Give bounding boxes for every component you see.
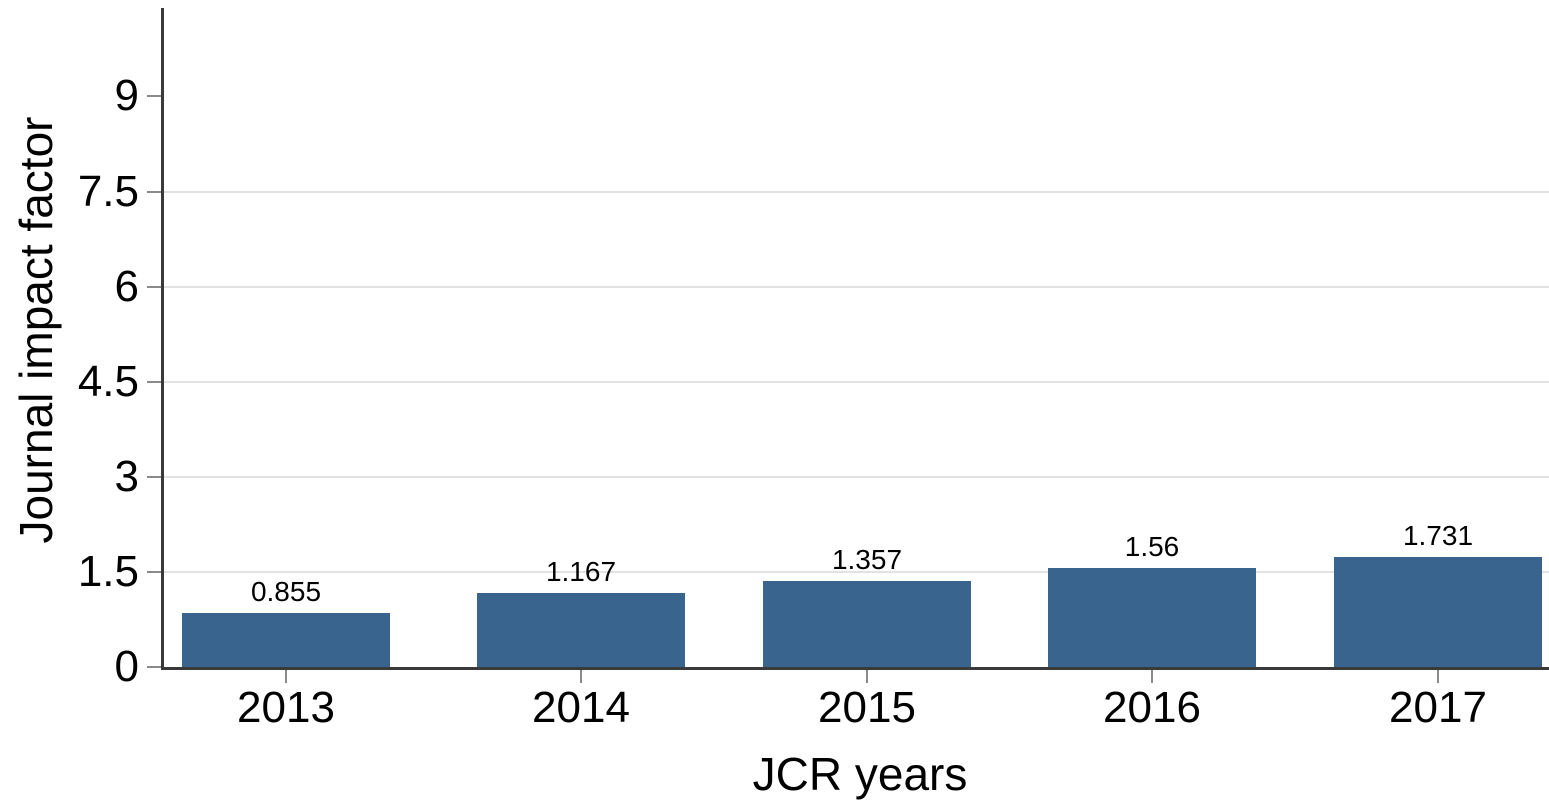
y-tick-mark (147, 380, 161, 383)
gridline (164, 380, 1549, 383)
y-tick-mark (147, 570, 161, 573)
bar-value-label: 0.855 (250, 576, 322, 607)
y-tick-mark (147, 190, 161, 193)
x-tick-label: 2017 (1389, 683, 1487, 732)
gridline (164, 285, 1549, 288)
y-tick-label: 0 (114, 642, 139, 691)
x-tick-mark (866, 670, 868, 683)
x-tick-label: 2015 (818, 683, 916, 732)
y-tick-label: 7.5 (77, 166, 139, 216)
bar (477, 593, 685, 667)
bar-value-label: 1.731 (1402, 520, 1474, 551)
y-tick-label: 9 (114, 71, 139, 121)
y-axis-line (161, 8, 164, 670)
x-axis-title: JCR years (752, 748, 968, 800)
bar-value-label: 1.56 (1124, 531, 1180, 562)
y-tick-mark (147, 475, 161, 478)
bar-value-label: 1.357 (831, 544, 903, 575)
bar (1048, 568, 1256, 667)
x-tick-label: 2013 (237, 683, 335, 732)
x-tick-label: 2014 (532, 683, 630, 732)
y-tick-mark (147, 285, 161, 288)
x-tick-mark (1151, 670, 1153, 683)
bar-value-label: 1.167 (545, 556, 617, 587)
x-tick-mark (1437, 670, 1439, 683)
y-tick-mark (147, 95, 161, 98)
x-axis-line (161, 667, 1549, 670)
y-tick-label: 6 (114, 261, 139, 311)
gridline (164, 570, 1549, 573)
y-tick-mark (147, 666, 161, 668)
y-tick-label: 4.5 (77, 356, 139, 406)
bar (1334, 557, 1542, 667)
x-tick-mark (285, 670, 287, 683)
x-tick-mark (580, 670, 582, 683)
y-tick-label: 3 (114, 451, 139, 501)
gridline (164, 475, 1549, 478)
x-tick-label: 2016 (1103, 683, 1201, 732)
gridline (164, 190, 1549, 193)
bar (763, 581, 971, 667)
y-tick-label: 1.5 (77, 546, 139, 596)
bar (182, 613, 390, 667)
